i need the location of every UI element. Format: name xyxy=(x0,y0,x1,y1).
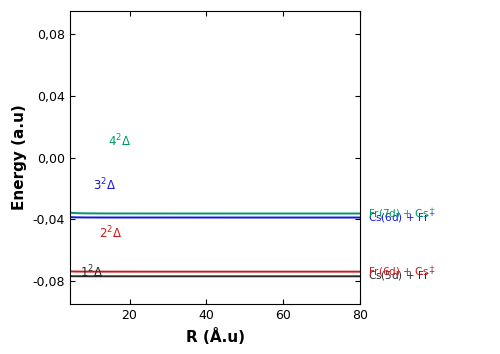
Text: 1$^2$$\Delta$: 1$^2$$\Delta$ xyxy=(80,264,104,280)
Y-axis label: Energy (a.u): Energy (a.u) xyxy=(12,105,27,210)
Text: Cs(6d) + Fr$^+$: Cs(6d) + Fr$^+$ xyxy=(368,211,436,224)
X-axis label: R (Å.u): R (Å.u) xyxy=(186,328,244,345)
Text: 4$^2$$\Delta$: 4$^2$$\Delta$ xyxy=(108,132,132,149)
Text: Cs(5d) + Fr$^+$: Cs(5d) + Fr$^+$ xyxy=(368,269,436,283)
Text: 2$^2$$\Delta$: 2$^2$$\Delta$ xyxy=(99,225,122,241)
Text: Fr(7d) + Cs$^+$: Fr(7d) + Cs$^+$ xyxy=(368,206,436,221)
Text: 3$^2$$\Delta$: 3$^2$$\Delta$ xyxy=(93,177,116,194)
Text: Fr(6d) + Cs$^+$: Fr(6d) + Cs$^+$ xyxy=(368,264,436,279)
